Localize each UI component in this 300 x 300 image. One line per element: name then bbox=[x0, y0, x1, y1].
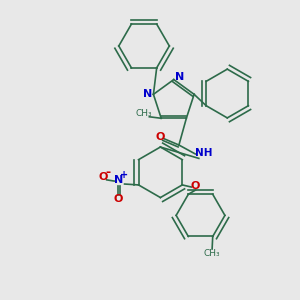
Text: NH: NH bbox=[195, 148, 212, 158]
Text: N: N bbox=[114, 175, 123, 185]
Text: O: O bbox=[113, 194, 123, 204]
Text: -: - bbox=[105, 166, 110, 179]
Text: O: O bbox=[155, 132, 165, 142]
Text: +: + bbox=[120, 170, 128, 180]
Text: O: O bbox=[98, 172, 108, 182]
Text: N: N bbox=[175, 72, 184, 82]
Text: CH₃: CH₃ bbox=[204, 249, 220, 258]
Text: N: N bbox=[143, 89, 153, 99]
Text: CH₃: CH₃ bbox=[135, 109, 152, 118]
Text: O: O bbox=[190, 181, 200, 191]
